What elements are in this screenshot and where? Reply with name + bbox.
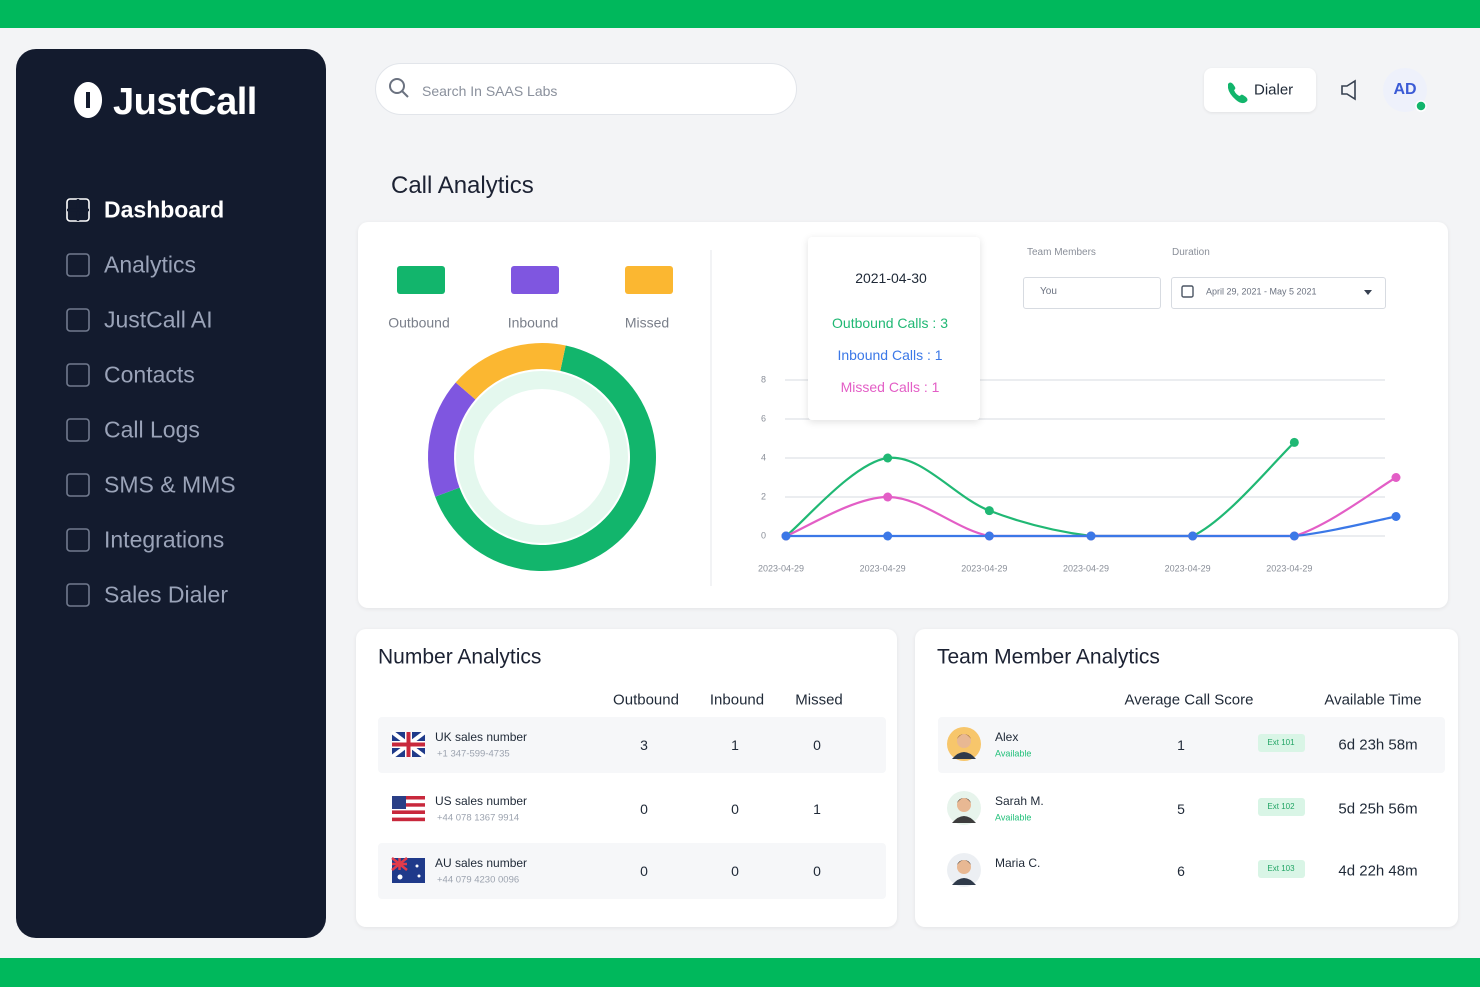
tooltip-line: Inbound Calls : 1 — [837, 347, 943, 363]
ext-label: Ext 101 — [1267, 738, 1295, 747]
ext-label: Ext 102 — [1267, 802, 1295, 811]
tooltip-line: Missed Calls : 1 — [840, 379, 940, 395]
member-status: Available — [995, 812, 1032, 823]
avatar-initials: AD — [1393, 81, 1417, 98]
row-phone: +1 347-599-4735 — [437, 748, 510, 760]
nav-item[interactable]: Dashboard — [104, 196, 225, 223]
nav-item[interactable]: Contacts — [104, 361, 195, 388]
column-header: Available Time — [1324, 691, 1422, 709]
table-cell: 0 — [731, 863, 739, 879]
dialer-label[interactable]: Dialer — [1254, 81, 1294, 99]
duration-select[interactable] — [1171, 277, 1386, 309]
ext-label: Ext 103 — [1267, 864, 1295, 873]
brand-name: JustCall — [113, 81, 257, 123]
table-cell: 1 — [813, 801, 821, 817]
table-cell: 5 — [1177, 801, 1185, 817]
tooltip-line: Outbound Calls : 3 — [832, 315, 948, 331]
member-status: Available — [995, 748, 1032, 759]
row-name: US sales number — [435, 794, 528, 808]
filter-label: Duration — [1172, 247, 1210, 258]
table-cell: 1 — [1177, 737, 1185, 753]
row-name: AU sales number — [435, 856, 528, 870]
table-row — [378, 717, 886, 773]
megaphone-icon — [1341, 79, 1356, 101]
table-cell: 4d 22h 48m — [1338, 862, 1418, 880]
tooltip-date: 2021-04-30 — [855, 270, 927, 286]
ext-badge — [1258, 860, 1305, 878]
page-title: Call Analytics — [391, 172, 534, 199]
card-title: Number Analytics — [378, 645, 542, 669]
table-cell: 0 — [813, 737, 821, 753]
filter-label: Team Members — [1027, 247, 1096, 258]
row-phone: +44 079 4230 0096 — [437, 874, 520, 886]
table-row — [938, 717, 1445, 773]
nav-item[interactable]: JustCall AI — [104, 306, 213, 333]
dialer-button[interactable] — [1204, 68, 1316, 112]
row-phone: +44 078 1367 9914 — [437, 812, 520, 824]
column-header: Outbound — [613, 691, 679, 709]
ext-badge — [1258, 798, 1305, 816]
team-members-select[interactable] — [1023, 277, 1161, 309]
column-header: Inbound — [709, 691, 765, 709]
nav-item[interactable]: Call Logs — [104, 416, 200, 443]
member-name: Alex — [995, 730, 1019, 744]
table-cell: 0 — [813, 863, 821, 879]
member-name: Sarah M. — [995, 794, 1044, 808]
table-cell: 6d 23h 58m — [1338, 736, 1418, 754]
nav-item[interactable]: Analytics — [104, 251, 197, 278]
table-cell: 6 — [1177, 863, 1185, 879]
table-row — [378, 843, 886, 899]
top-band — [0, 0, 1480, 28]
search-box[interactable] — [375, 63, 797, 115]
row-name: UK sales number — [435, 730, 528, 744]
team-analytics-card — [915, 629, 1458, 927]
nav-item[interactable]: Sales Dialer — [104, 581, 228, 608]
table-cell: 1 — [731, 737, 739, 753]
table-cell: 0 — [640, 863, 648, 879]
card-title: Team Member Analytics — [937, 645, 1160, 669]
filter-value: You — [1040, 286, 1057, 297]
table-cell: 5d 25h 56m — [1338, 800, 1418, 818]
column-header: Missed — [795, 691, 843, 709]
search-placeholder: Search In SAAS Labs — [422, 83, 558, 99]
table-cell: 0 — [731, 801, 739, 817]
table-cell: 3 — [640, 737, 648, 753]
tooltip — [808, 237, 980, 420]
nav-item[interactable]: SMS & MMS — [104, 471, 236, 498]
bottom-band — [0, 958, 1480, 987]
member-name: Maria C. — [995, 856, 1041, 870]
filter-value: April 29, 2021 - May 5 2021 — [1206, 286, 1317, 297]
nav-item[interactable]: Integrations — [104, 526, 225, 553]
table-cell: 0 — [640, 801, 648, 817]
ext-badge — [1258, 734, 1305, 752]
column-header: Average Call Score — [1124, 691, 1254, 709]
